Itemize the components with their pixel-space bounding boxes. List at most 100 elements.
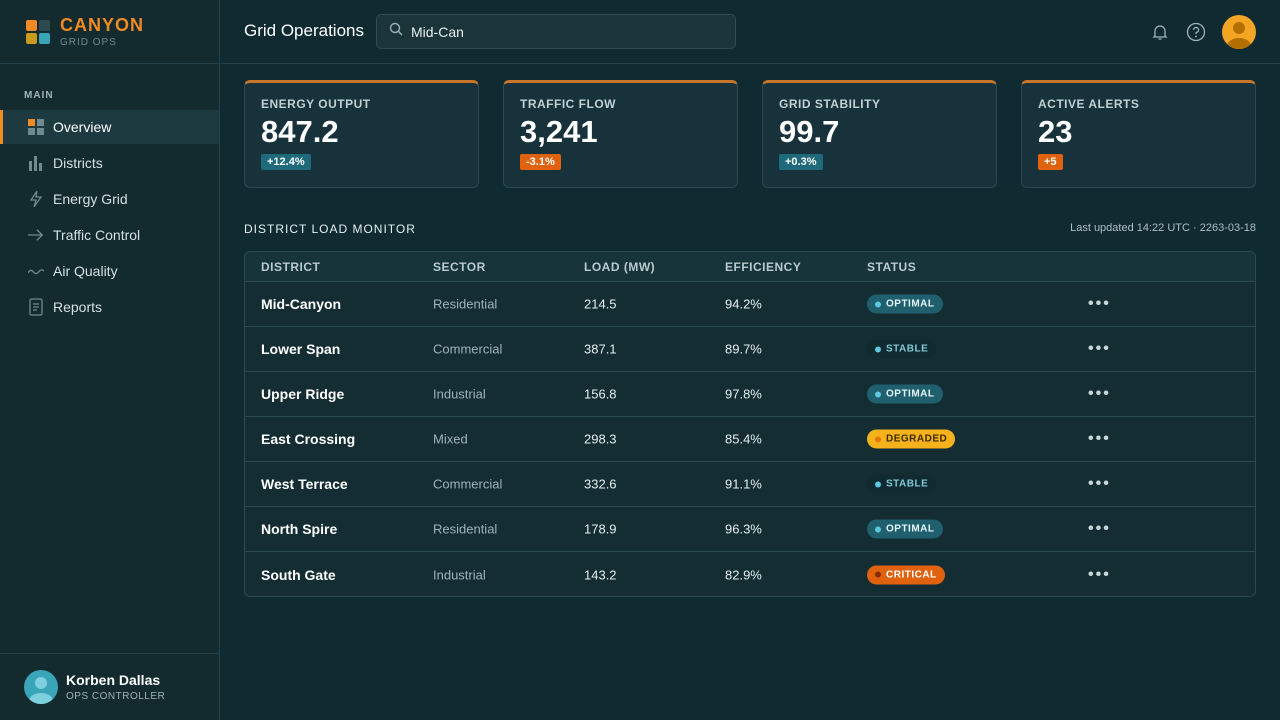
cell-load: 332.6 [584, 476, 617, 492]
stat-delta: -3.1% [520, 154, 561, 170]
user-role: OPS CONTROLLER [66, 691, 166, 702]
status-badge: STABLE [867, 474, 937, 494]
brand-name: CANYON [60, 15, 145, 35]
sidebar-item-label: Air Quality [53, 263, 118, 279]
sidebar-item-districts[interactable]: Districts [0, 146, 219, 180]
stat-value: 847.2 [261, 114, 339, 149]
column-header-status[interactable]: STATUS [867, 259, 917, 274]
more-actions-icon[interactable]: ••• [1088, 565, 1111, 583]
avatar[interactable] [1222, 15, 1256, 49]
stat-label: ACTIVE ALERTS [1038, 97, 1140, 111]
sidebar-item-label: Reports [53, 299, 103, 315]
sidebar-nav: Overview Districts Energy Grid Traffic C… [0, 110, 219, 324]
table-header: DISTRICT SECTOR LOAD (MW) EFFICIENCY STA… [245, 252, 1255, 282]
sidebar-item-reports[interactable]: Reports [0, 290, 219, 324]
cell-sector: Commercial [433, 341, 503, 357]
user-name: Korben Dallas [66, 672, 161, 688]
search-icon [389, 22, 403, 41]
cell-district: South Gate [261, 566, 336, 583]
nav-section-label: MAIN [24, 90, 54, 101]
status-badge: CRITICAL [867, 565, 945, 584]
cell-load: 156.8 [584, 386, 617, 402]
sidebar-item-label: Traffic Control [53, 227, 141, 243]
cell-efficiency: 97.8% [725, 386, 762, 402]
document-icon [28, 298, 44, 316]
sidebar-item-label: Districts [53, 155, 103, 171]
column-header-efficiency[interactable]: EFFICIENCY [725, 259, 802, 274]
cell-load: 178.9 [584, 521, 617, 537]
grid-icon [28, 119, 44, 135]
stat-value: 99.7 [779, 114, 840, 149]
stat-label: TRAFFIC FLOW [520, 97, 616, 111]
cell-efficiency: 85.4% [725, 431, 762, 447]
sidebar-item-traffic-control[interactable]: Traffic Control [0, 218, 219, 252]
column-header-sector[interactable]: SECTOR [433, 259, 486, 274]
sidebar-item-energy-grid[interactable]: Energy Grid [0, 182, 219, 216]
cell-district: West Terrace [261, 476, 348, 492]
table-row[interactable]: Upper Ridge Industrial 156.8 97.8% OPTIM… [245, 372, 1255, 417]
table-row[interactable]: South Gate Industrial 143.2 82.9% CRITIC… [245, 552, 1255, 596]
help-icon[interactable] [1186, 22, 1206, 42]
cell-efficiency: 94.2% [725, 296, 762, 312]
status-badge: DEGRADED [867, 429, 956, 449]
cell-load: 143.2 [584, 567, 617, 582]
cell-load: 214.5 [584, 296, 617, 312]
stat-card-traffic-flow[interactable]: TRAFFIC FLOW 3,241 -3.1% [503, 80, 738, 188]
bell-icon[interactable] [1150, 22, 1170, 42]
cell-district: East Crossing [261, 431, 356, 447]
page-title: Grid Operations [244, 21, 364, 40]
cell-sector: Industrial [433, 567, 486, 582]
search-input[interactable] [411, 23, 711, 40]
stat-label: GRID STABILITY [779, 97, 881, 111]
cell-district: Lower Span [261, 341, 341, 357]
stat-label: ENERGY OUTPUT [261, 97, 371, 111]
cell-efficiency: 82.9% [725, 567, 762, 582]
cell-efficiency: 89.7% [725, 341, 762, 357]
sidebar-item-overview[interactable]: Overview [0, 110, 219, 144]
cell-sector: Commercial [433, 476, 503, 492]
table-row[interactable]: North Spire Residential 178.9 96.3% OPTI… [245, 507, 1255, 552]
status-badge: OPTIMAL [867, 519, 943, 539]
table-row[interactable]: West Terrace Commercial 332.6 91.1% STAB… [245, 462, 1255, 507]
more-actions-icon[interactable]: ••• [1088, 520, 1111, 537]
wave-icon [28, 263, 44, 279]
search-box[interactable] [376, 14, 736, 49]
cell-sector: Mixed [433, 431, 468, 447]
cell-sector: Residential [433, 521, 498, 537]
top-header: Grid Operations [220, 0, 1280, 64]
table-row[interactable]: East Crossing Mixed 298.3 85.4% DEGRADED… [245, 417, 1255, 462]
stat-card-active-alerts[interactable]: ACTIVE ALERTS 23 +5 [1021, 80, 1256, 188]
column-header-district[interactable]: DISTRICT [261, 259, 321, 274]
status-badge: OPTIMAL [867, 294, 943, 314]
district-table: DISTRICT SECTOR LOAD (MW) EFFICIENCY STA… [244, 251, 1256, 597]
brand[interactable]: CANYON GRID OPS [0, 0, 219, 64]
column-header-load[interactable]: LOAD (MW) [584, 259, 656, 274]
stat-value: 23 [1038, 114, 1073, 149]
last-updated: Last updated 14:22 UTC · 2263-03-18 [1070, 222, 1256, 234]
user-profile[interactable]: Korben Dallas OPS CONTROLLER [0, 653, 219, 720]
sidebar-item-label: Overview [53, 119, 112, 135]
section-title: DISTRICT LOAD MONITOR [244, 222, 416, 236]
logo-icon [26, 19, 50, 44]
status-badge: STABLE [867, 339, 937, 359]
stat-card-grid-stability[interactable]: GRID STABILITY 99.7 +0.3% [762, 80, 997, 188]
more-actions-icon[interactable]: ••• [1088, 295, 1111, 312]
cell-district: North Spire [261, 521, 338, 537]
brand-subtitle: GRID OPS [60, 37, 117, 48]
stat-value: 3,241 [520, 114, 598, 149]
more-actions-icon[interactable]: ••• [1088, 340, 1111, 357]
more-actions-icon[interactable]: ••• [1088, 475, 1111, 492]
cell-district: Mid-Canyon [261, 296, 342, 312]
bar-chart-icon [28, 155, 44, 171]
cell-sector: Residential [433, 296, 498, 312]
table-row[interactable]: Lower Span Commercial 387.1 89.7% STABLE… [245, 327, 1255, 372]
more-actions-icon[interactable]: ••• [1088, 385, 1111, 402]
stat-card-energy-output[interactable]: ENERGY OUTPUT 847.2 +12.4% [244, 80, 479, 188]
status-badge: OPTIMAL [867, 384, 943, 404]
more-actions-icon[interactable]: ••• [1088, 430, 1111, 447]
cell-sector: Industrial [433, 386, 486, 402]
table-row[interactable]: Mid-Canyon Residential 214.5 94.2% OPTIM… [245, 282, 1255, 327]
sidebar-item-air-quality[interactable]: Air Quality [0, 254, 219, 288]
cell-load: 298.3 [584, 431, 617, 447]
lightning-icon [28, 191, 44, 207]
